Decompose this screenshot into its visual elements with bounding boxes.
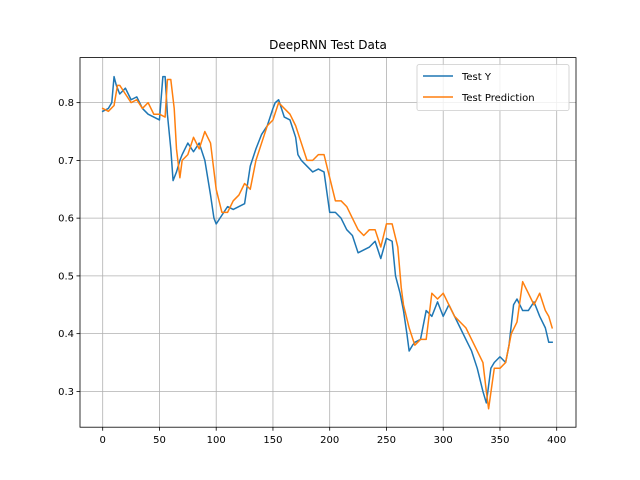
series-line-test-prediction [101, 78, 554, 410]
legend-box [416, 64, 570, 111]
x-tick-label: 350 [490, 435, 509, 446]
x-tick-label: 400 [547, 435, 566, 446]
x-tick-label: 300 [434, 435, 453, 446]
y-tick-label: 0.5 [58, 271, 74, 282]
y-tick-label: 0.6 [58, 214, 74, 225]
y-tick-label: 0.7 [58, 156, 74, 167]
x-tick-label: 250 [377, 435, 396, 446]
y-tick-label: 0.3 [58, 387, 74, 398]
series-lines [101, 75, 554, 410]
axes-frame [79, 57, 577, 428]
y-tick-label: 0.8 [58, 98, 74, 109]
x-tick-label: 50 [153, 435, 166, 446]
legend-label-test-prediction: Test Prediction [461, 93, 535, 104]
grid [80, 57, 576, 428]
y-tick-label: 0.4 [58, 329, 74, 340]
x-tick-label: 100 [207, 435, 226, 446]
legend-label-test-y: Test Y [461, 72, 492, 83]
x-tick-label: 0 [100, 435, 106, 446]
series-line-test-y [101, 75, 553, 404]
chart-title: DeepRNN Test Data [269, 38, 387, 52]
plot-area [80, 57, 576, 428]
x-tick-label: 150 [263, 435, 282, 446]
legend: Test Y Test Prediction [416, 64, 570, 111]
axis-ticks: 0 50 100 150 200 250 300 350 400 0.3 0.4 0.5 0.6 0.7 0… [58, 98, 566, 446]
x-tick-label: 200 [320, 435, 339, 446]
